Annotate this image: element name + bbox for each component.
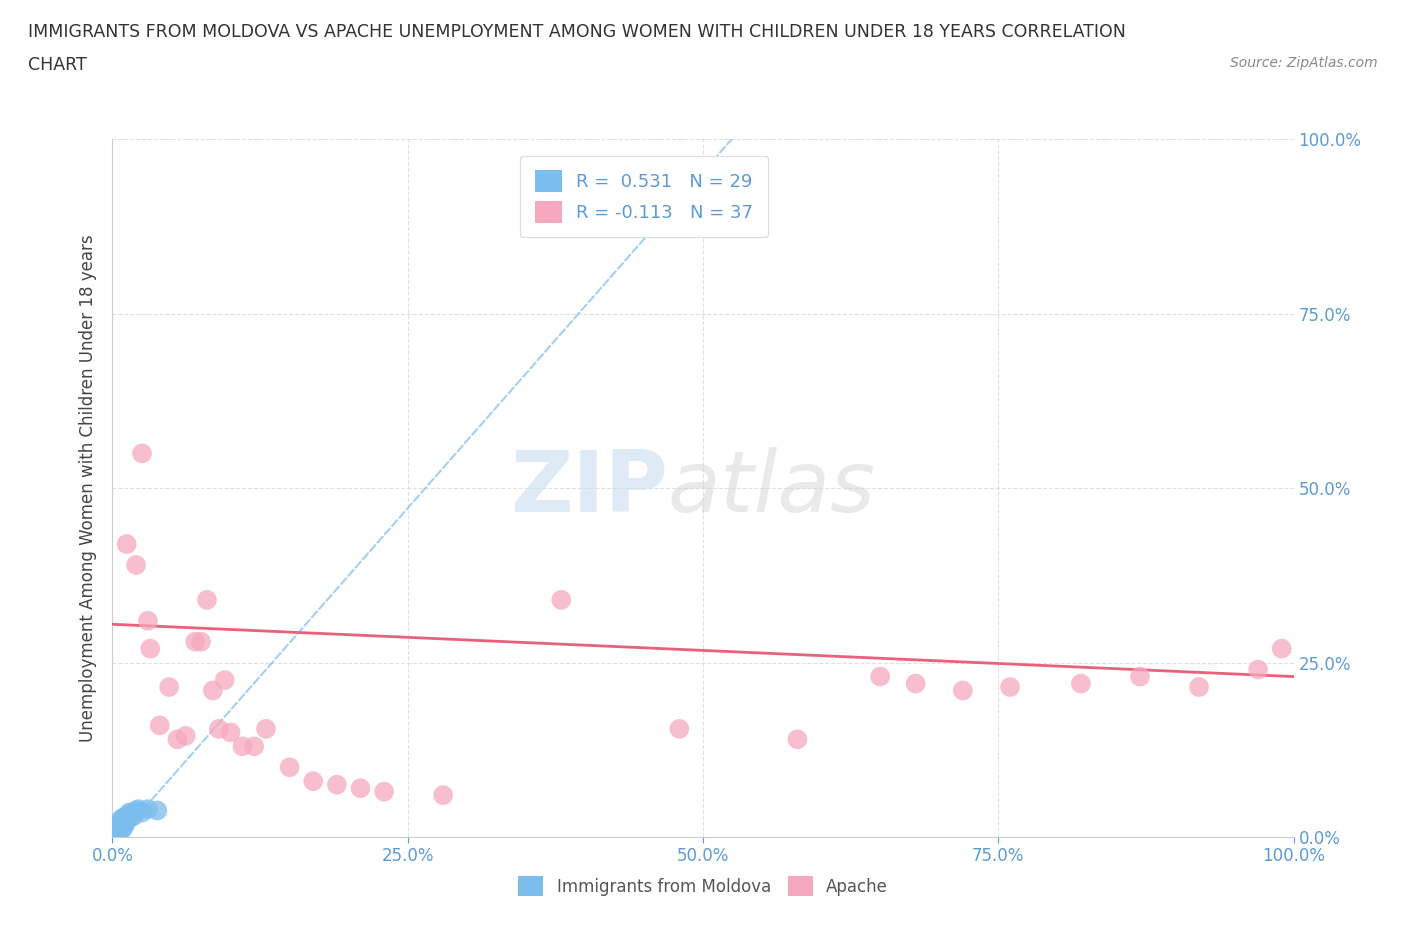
Point xyxy=(120,807,142,822)
Point xyxy=(373,784,395,799)
Point xyxy=(243,738,266,753)
Point xyxy=(174,728,197,743)
Point xyxy=(254,722,277,737)
Legend: R =  0.531   N = 29, R = -0.113   N = 37: R = 0.531 N = 29, R = -0.113 N = 37 xyxy=(520,155,768,237)
Point xyxy=(110,819,132,834)
Point xyxy=(110,812,132,827)
Point xyxy=(1188,680,1211,695)
Point xyxy=(120,810,142,825)
Point xyxy=(231,738,253,753)
Point xyxy=(139,642,162,657)
Text: CHART: CHART xyxy=(28,56,87,73)
Point xyxy=(115,537,138,551)
Point xyxy=(998,680,1021,695)
Point xyxy=(278,760,301,775)
Point xyxy=(115,809,138,824)
Point xyxy=(121,805,143,820)
Point xyxy=(1129,670,1152,684)
Point xyxy=(122,809,145,824)
Point xyxy=(1070,676,1092,691)
Point xyxy=(219,725,242,740)
Point xyxy=(195,592,218,607)
Point xyxy=(114,816,136,830)
Text: IMMIGRANTS FROM MOLDOVA VS APACHE UNEMPLOYMENT AMONG WOMEN WITH CHILDREN UNDER 1: IMMIGRANTS FROM MOLDOVA VS APACHE UNEMPL… xyxy=(28,23,1126,41)
Text: ZIP: ZIP xyxy=(510,446,668,530)
Point xyxy=(117,812,139,827)
Point xyxy=(432,788,454,803)
Point xyxy=(107,821,129,836)
Point xyxy=(349,781,371,796)
Point xyxy=(184,634,207,649)
Point xyxy=(201,683,224,698)
Text: Source: ZipAtlas.com: Source: ZipAtlas.com xyxy=(1230,56,1378,70)
Point xyxy=(1247,662,1270,677)
Point xyxy=(125,804,148,818)
Point xyxy=(107,817,129,832)
Point xyxy=(214,672,236,687)
Point xyxy=(786,732,808,747)
Point xyxy=(108,824,131,839)
Point xyxy=(104,826,127,841)
Point xyxy=(108,816,131,830)
Point xyxy=(136,802,159,817)
Point xyxy=(302,774,325,789)
Point xyxy=(112,817,135,832)
Legend: Immigrants from Moldova, Apache: Immigrants from Moldova, Apache xyxy=(512,870,894,903)
Point xyxy=(904,676,927,691)
Point xyxy=(190,634,212,649)
Point xyxy=(131,805,153,820)
Point xyxy=(952,683,974,698)
Point xyxy=(112,819,135,834)
Point xyxy=(112,812,135,827)
Point xyxy=(131,445,153,460)
Y-axis label: Unemployment Among Women with Children Under 18 years: Unemployment Among Women with Children U… xyxy=(79,234,97,742)
Point xyxy=(326,777,349,792)
Point xyxy=(1271,642,1294,657)
Point xyxy=(136,614,159,629)
Point xyxy=(111,815,134,830)
Point xyxy=(149,718,172,733)
Point xyxy=(125,558,148,573)
Point xyxy=(208,722,231,737)
Point xyxy=(668,722,690,737)
Point xyxy=(550,592,572,607)
Point xyxy=(112,810,135,825)
Point xyxy=(105,824,128,839)
Point xyxy=(111,823,134,838)
Point xyxy=(127,802,149,817)
Point xyxy=(118,805,141,820)
Point xyxy=(166,732,188,747)
Point xyxy=(869,670,891,684)
Point xyxy=(146,804,169,818)
Text: atlas: atlas xyxy=(668,446,876,530)
Point xyxy=(105,823,128,838)
Point xyxy=(105,819,128,834)
Point xyxy=(157,680,180,695)
